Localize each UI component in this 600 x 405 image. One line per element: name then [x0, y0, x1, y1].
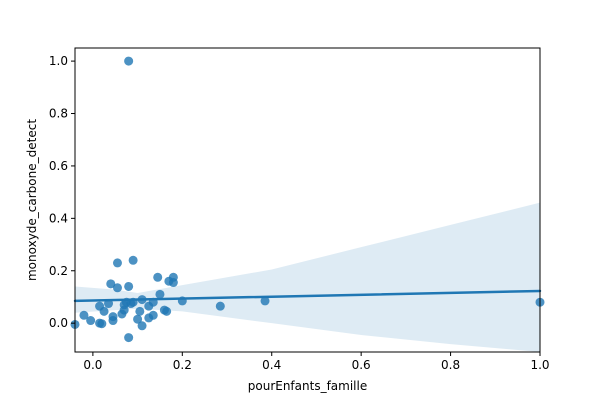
data-point [215, 301, 225, 311]
data-point [86, 316, 96, 326]
data-point [124, 333, 134, 343]
data-point [112, 258, 122, 268]
data-points-layer [70, 56, 545, 343]
y-axis-ticks: 0.0 0.2 0.4 0.6 0.8 1.0 [49, 54, 75, 330]
data-point [155, 289, 165, 299]
y-axis-label: monoxyde_carbone_detect [25, 119, 39, 281]
x-tick-label: 0.2 [173, 358, 192, 372]
y-tick-label: 0.0 [49, 316, 68, 330]
x-axis-label: pourEnfants_famille [248, 379, 367, 393]
x-tick-label: 0.8 [441, 358, 460, 372]
y-tick-label: 0.6 [49, 159, 68, 173]
data-point [153, 272, 163, 282]
data-point [133, 314, 143, 324]
data-point [135, 306, 145, 316]
x-axis-ticks: 0.0 0.2 0.4 0.6 0.8 1.0 [83, 352, 550, 372]
data-point [106, 279, 116, 289]
plot-frame [74, 47, 541, 353]
data-point [124, 281, 134, 291]
data-point [112, 283, 122, 293]
confidence-band-layer [75, 202, 540, 352]
data-point [97, 319, 107, 329]
y-tick-label: 0.4 [49, 211, 68, 225]
data-point [128, 255, 138, 265]
y-tick-label: 1.0 [49, 54, 68, 68]
data-point [128, 297, 138, 307]
x-tick-label: 0.0 [83, 358, 102, 372]
x-tick-label: 0.6 [352, 358, 371, 372]
data-point [104, 299, 114, 309]
data-point [260, 296, 270, 306]
data-point [162, 306, 172, 316]
data-point [137, 295, 147, 305]
data-point [124, 56, 134, 66]
y-tick-label: 0.8 [49, 107, 68, 121]
data-point [137, 321, 147, 331]
data-point [79, 310, 89, 320]
x-tick-label: 0.4 [262, 358, 281, 372]
x-tick-label: 1.0 [530, 358, 549, 372]
data-point [108, 316, 118, 326]
data-point [168, 278, 178, 288]
confidence-band [75, 202, 540, 352]
data-point [148, 310, 158, 320]
data-point [177, 296, 187, 306]
data-point [148, 297, 158, 307]
data-point [99, 306, 109, 316]
y-tick-label: 0.2 [49, 264, 68, 278]
